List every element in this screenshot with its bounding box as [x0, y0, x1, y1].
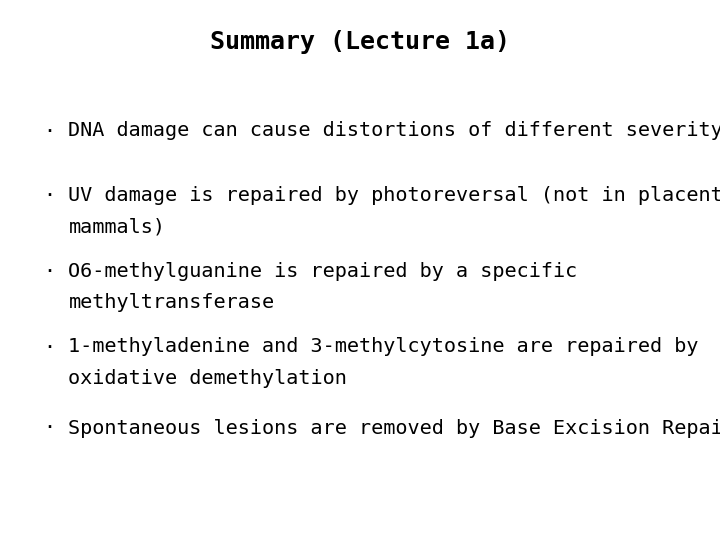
Text: 1-methyladenine and 3-methylcytosine are repaired by: 1-methyladenine and 3-methylcytosine are… — [68, 338, 699, 356]
Text: mammals): mammals) — [68, 218, 166, 237]
Text: ·: · — [43, 186, 55, 205]
Text: O6-methylguanine is repaired by a specific: O6-methylguanine is repaired by a specif… — [68, 262, 577, 281]
Text: ·: · — [43, 262, 55, 281]
Text: oxidative demethylation: oxidative demethylation — [68, 369, 347, 388]
Text: ·: · — [43, 122, 55, 140]
Text: Spontaneous lesions are removed by Base Excision Repair: Spontaneous lesions are removed by Base … — [68, 418, 720, 437]
Text: methyltransferase: methyltransferase — [68, 293, 274, 312]
Text: Summary (Lecture 1a): Summary (Lecture 1a) — [210, 30, 510, 53]
Text: DNA damage can cause distortions of different severity: DNA damage can cause distortions of diff… — [68, 122, 720, 140]
Text: ·: · — [43, 338, 55, 356]
Text: UV damage is repaired by photoreversal (not in placental: UV damage is repaired by photoreversal (… — [68, 186, 720, 205]
Text: ·: · — [43, 418, 55, 437]
